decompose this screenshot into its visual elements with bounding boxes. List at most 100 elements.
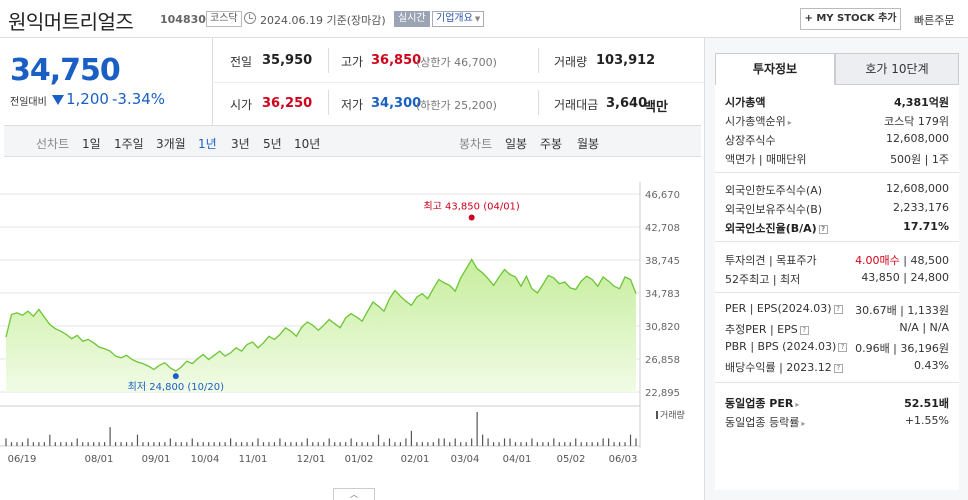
- x-tick-label: 01/02: [345, 454, 374, 465]
- volume-bar: [443, 438, 445, 446]
- foreign-ratio-row[interactable]: 외국인소진율(B/A)?: [725, 220, 828, 236]
- price-area: [6, 259, 636, 392]
- volume-bar: [10, 442, 13, 446]
- add-my-stock-button[interactable]: + MY STOCK 추가: [800, 8, 901, 30]
- stock-code: 104830: [160, 13, 206, 26]
- period-5y[interactable]: 5년: [263, 137, 282, 151]
- volume-bar: [449, 442, 451, 446]
- period-3m[interactable]: 3개월: [156, 137, 186, 151]
- period-1w[interactable]: 1주일: [114, 137, 144, 151]
- caret-right-icon: ▸: [801, 419, 806, 428]
- price-chart[interactable]: 46,670 42,708 38,745 34,783 30,820 26,858 22,8…: [0, 158, 704, 488]
- sector-per-row[interactable]: 동일업종 PER ▸: [725, 395, 799, 411]
- market-cap-value: 4,381억원: [893, 96, 949, 109]
- volume-bar: [575, 438, 577, 446]
- help-icon[interactable]: ?: [838, 343, 848, 352]
- volume-bar: [509, 438, 511, 446]
- volume-bar: [262, 442, 265, 446]
- target-price-value: 48,500: [910, 254, 950, 267]
- volume-bar: [514, 442, 517, 446]
- help-icon[interactable]: ?: [818, 225, 828, 234]
- divider: [328, 90, 329, 115]
- help-icon[interactable]: ?: [833, 364, 843, 373]
- volume-bar: [147, 442, 150, 446]
- foreign-ratio-label: 외국인소진율(B/A): [725, 222, 817, 235]
- volume-bar: [569, 442, 571, 446]
- current-price: 34,750: [10, 53, 121, 88]
- volume-bar: [164, 442, 166, 446]
- volume-bar: [635, 438, 637, 446]
- quick-order-button[interactable]: 빠른주문: [914, 14, 955, 27]
- volume-bar: [284, 442, 286, 446]
- volume-bar: [131, 442, 133, 446]
- divider: [212, 38, 213, 125]
- volume-bar: [268, 442, 270, 446]
- per-eps-row[interactable]: PER | EPS(2024.03)?: [725, 302, 843, 315]
- volume-bar: [76, 438, 78, 446]
- company-name[interactable]: 원익머트리얼즈: [8, 10, 134, 34]
- est-per-row[interactable]: 추정PER | EPS?: [725, 321, 809, 337]
- pbr-bps-row[interactable]: PBR | BPS (2024.03)?: [725, 340, 848, 353]
- chart-annotations: 최고 43,850 (04/01) 최저 24,800 (10/20): [128, 200, 520, 393]
- candle-monthly[interactable]: 월봉: [577, 137, 600, 151]
- volume-legend-label: 거래량: [660, 411, 685, 421]
- volume-bar: [142, 442, 144, 446]
- volume-bar: [279, 438, 281, 446]
- period-10y[interactable]: 10년: [294, 137, 321, 151]
- volume-bar: [109, 427, 111, 446]
- volume-bar: [230, 438, 232, 446]
- volume-bar: [388, 438, 391, 446]
- help-icon[interactable]: ?: [833, 305, 843, 314]
- volume-bar: [471, 438, 473, 446]
- open-label: 시가: [230, 98, 253, 112]
- realtime-button[interactable]: 실시간: [394, 11, 430, 27]
- volume-bar: [597, 442, 599, 446]
- volume-bar: [136, 434, 139, 446]
- candle-weekly[interactable]: 주봉: [540, 137, 563, 151]
- volume-bar: [328, 438, 330, 446]
- chart-expand-toggle[interactable]: ︿: [333, 488, 375, 500]
- x-tick-label: 12/01: [297, 454, 326, 465]
- open-value: 36,250: [262, 96, 313, 111]
- volume-bar: [608, 438, 610, 446]
- sector-change-row[interactable]: 동일업종 등락률 ▸: [725, 414, 805, 430]
- period-3y[interactable]: 3년: [231, 137, 250, 151]
- volume-bar: [169, 438, 171, 446]
- period-1y[interactable]: 1년: [198, 137, 217, 151]
- volume-legend: 거래량: [656, 408, 685, 421]
- volume-bar: [87, 442, 89, 446]
- volume-bar: [82, 442, 84, 446]
- volume-bar: [405, 438, 407, 446]
- volume-bar: [60, 442, 62, 446]
- dividend-row[interactable]: 배당수익률 | 2023.12?: [725, 359, 843, 375]
- est-per-value: N/A | N/A: [899, 321, 949, 334]
- volume-bar: [531, 438, 533, 446]
- tab-orderbook-10[interactable]: 호가 10단계: [835, 53, 959, 85]
- volume-bar: [629, 434, 632, 446]
- volume-label: 거래량: [554, 55, 588, 69]
- market-cap-rank-row[interactable]: 시가총액순위 ▸: [725, 113, 792, 129]
- volume-bar: [366, 442, 369, 446]
- y-tick-label: 34,783: [645, 289, 680, 300]
- tab-investment-info[interactable]: 투자정보: [715, 53, 835, 85]
- high-annotation: 최고 43,850 (04/01): [423, 200, 519, 212]
- volume-bar: [65, 442, 67, 446]
- volume-bar: [5, 438, 7, 446]
- x-axis: 06/19 08/01 09/01 10/04 11/01 12/01 01/02 02/01…: [8, 454, 638, 465]
- volume-bar: [487, 438, 489, 446]
- week52-label: 52주최고 | 최저: [725, 273, 801, 286]
- volume-bar: [180, 442, 182, 446]
- volume-bar: [525, 442, 528, 446]
- x-tick-label: 06/03: [609, 454, 638, 465]
- foreign-hold-label: 외국인보유주식수(B): [725, 203, 823, 216]
- period-1d[interactable]: 1일: [82, 137, 101, 151]
- help-icon[interactable]: ?: [799, 326, 809, 335]
- amount-value: 3,640: [606, 96, 648, 111]
- company-overview-dropdown[interactable]: 기업개요 ▼: [432, 11, 485, 27]
- volume-bar: [542, 442, 544, 446]
- volume-bar: [306, 438, 308, 446]
- volume-value: 103,912: [596, 53, 656, 68]
- low-value: 34,300: [371, 96, 422, 111]
- candle-daily[interactable]: 일봉: [505, 137, 528, 151]
